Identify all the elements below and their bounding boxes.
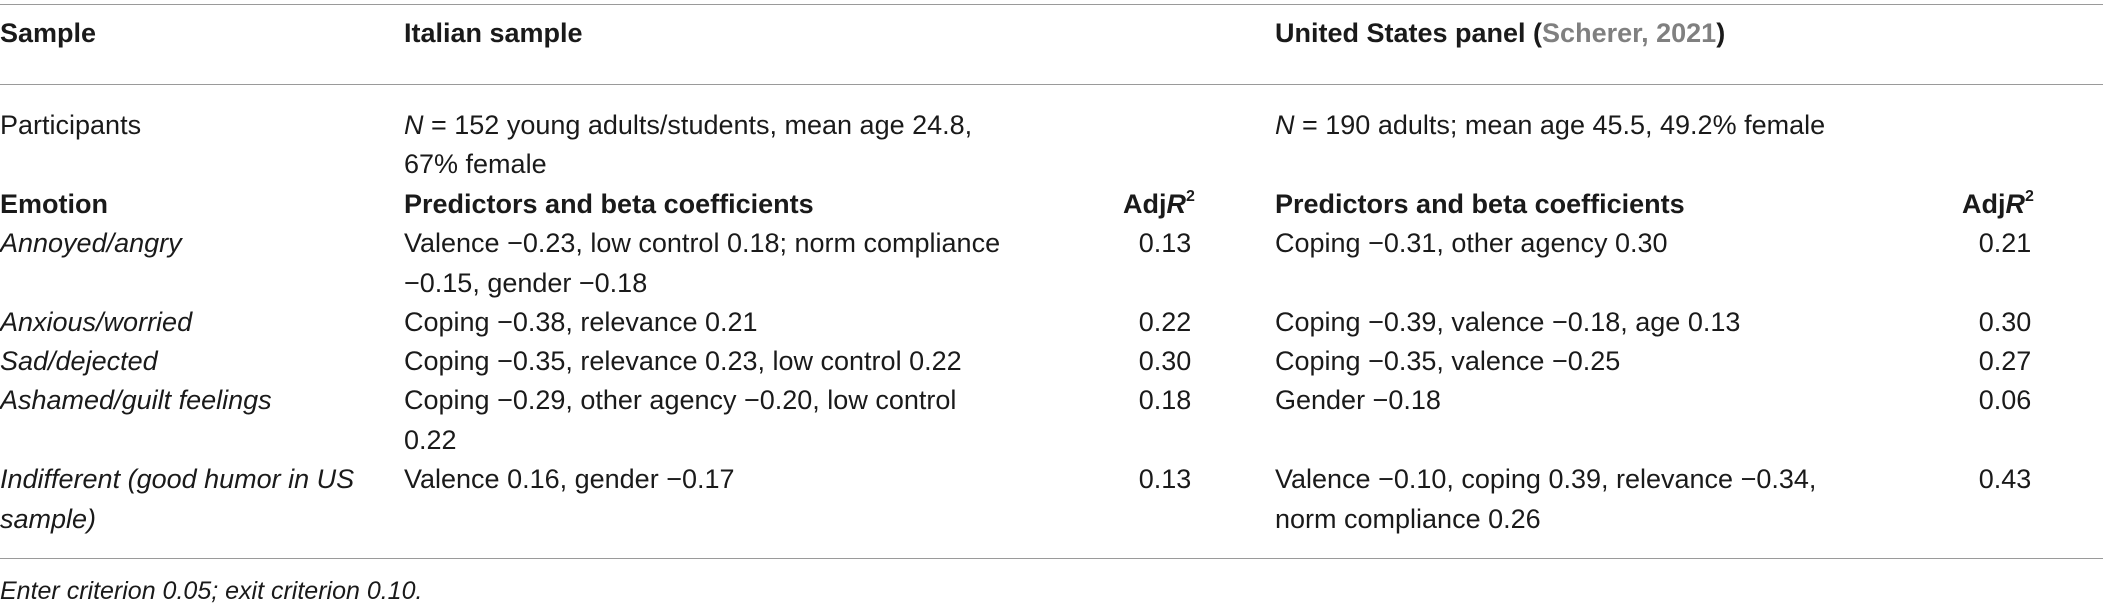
italian-predictors-anxious: Coping −0.38, relevance 0.21 <box>404 307 758 337</box>
italian-predictors-indifferent: Valence 0.16, gender −0.17 <box>404 464 735 494</box>
us-r2-sad: 0.27 <box>1978 346 2032 376</box>
italian-r2-indifferent: 0.13 <box>1138 464 1192 494</box>
italian-predictors-sad: Coping −0.35, relevance 0.23, low contro… <box>404 346 962 376</box>
us-participants-text: = 190 adults; mean age 45.5, 49.2% femal… <box>1294 110 1826 140</box>
italian-n-symbol: N <box>404 110 424 140</box>
italian-predictors-ashamed-line1: Coping −0.29, other agency −0.20, low co… <box>404 385 957 415</box>
adj-label-us: Adj <box>1962 189 2006 219</box>
us-r2-indifferent: 0.43 <box>1978 464 2032 494</box>
header-us-panel: United States panel (Scherer, 2021) <box>1275 14 1725 53</box>
participants-label: Participants <box>0 110 142 140</box>
us-predictors-ashamed: Gender −0.18 <box>1275 385 1441 415</box>
us-n-symbol: N <box>1275 110 1295 140</box>
subheader-emotion: Emotion <box>0 189 108 219</box>
us-r2-anxious: 0.30 <box>1978 307 2032 337</box>
us-predictors-indifferent-line2: norm compliance 0.26 <box>1275 504 1541 534</box>
table-footnote: Enter criterion 0.05; exit criterion 0.1… <box>0 577 423 605</box>
header-sample: Sample <box>0 18 97 48</box>
italian-predictors-annoyed-line2: −0.15, gender −0.18 <box>404 268 648 298</box>
table-bottom-rule <box>0 558 2103 559</box>
participants-italian-line2: 67% female <box>404 149 547 179</box>
italian-predictors-ashamed-line2: 0.22 <box>404 425 457 455</box>
italian-predictors-annoyed-line1: Valence −0.23, low control 0.18; norm co… <box>404 228 1001 258</box>
table-top-rule <box>0 4 2103 5</box>
header-rule <box>0 84 2103 85</box>
r-label-us: R <box>2005 189 2026 219</box>
us-r2-ashamed: 0.06 <box>1978 385 2032 415</box>
italian-r2-anxious: 0.22 <box>1138 307 1192 337</box>
emotion-sad-dejected: Sad/dejected <box>0 346 158 376</box>
emotion-annoyed-angry: Annoyed/angry <box>0 228 182 258</box>
us-r2-annoyed: 0.21 <box>1978 228 2032 258</box>
sup-label-it: 2 <box>1186 188 1195 205</box>
sup-label-us: 2 <box>2025 188 2034 205</box>
us-predictors-sad: Coping −0.35, valence −0.25 <box>1275 346 1621 376</box>
italian-participants-text: = 152 young adults/students, mean age 24… <box>423 110 973 140</box>
r-label-it: R <box>1166 189 1187 219</box>
emotion-ashamed-guilt: Ashamed/guilt feelings <box>0 385 272 415</box>
subheader-adjr2-italian: AdjR2 <box>1123 185 1195 224</box>
emotion-indifferent-line2: sample) <box>0 504 97 534</box>
subheader-predictors-italian: Predictors and beta coefficients <box>404 189 814 219</box>
header-italian-sample: Italian sample <box>404 18 583 48</box>
italian-r2-sad: 0.30 <box>1138 346 1192 376</box>
emotion-anxious-worried: Anxious/worried <box>0 307 193 337</box>
header-us-prefix: United States panel ( <box>1275 18 1543 48</box>
us-predictors-anxious: Coping −0.39, valence −0.18, age 0.13 <box>1275 307 1741 337</box>
header-us-suffix: ) <box>1716 18 1726 48</box>
participants-us: N = 190 adults; mean age 45.5, 49.2% fem… <box>1275 106 1825 145</box>
italian-r2-annoyed: 0.13 <box>1138 228 1192 258</box>
citation-link[interactable]: Scherer, 2021 <box>1542 18 1717 48</box>
emotion-indifferent-line1: Indifferent (good humor in US <box>0 464 355 494</box>
subheader-adjr2-us: AdjR2 <box>1962 185 2034 224</box>
us-predictors-annoyed: Coping −0.31, other agency 0.30 <box>1275 228 1668 258</box>
participants-italian-line1: N = 152 young adults/students, mean age … <box>404 106 972 145</box>
adj-label-it: Adj <box>1123 189 1167 219</box>
subheader-predictors-us: Predictors and beta coefficients <box>1275 189 1685 219</box>
italian-r2-ashamed: 0.18 <box>1138 385 1192 415</box>
us-predictors-indifferent-line1: Valence −0.10, coping 0.39, relevance −0… <box>1275 464 1817 494</box>
